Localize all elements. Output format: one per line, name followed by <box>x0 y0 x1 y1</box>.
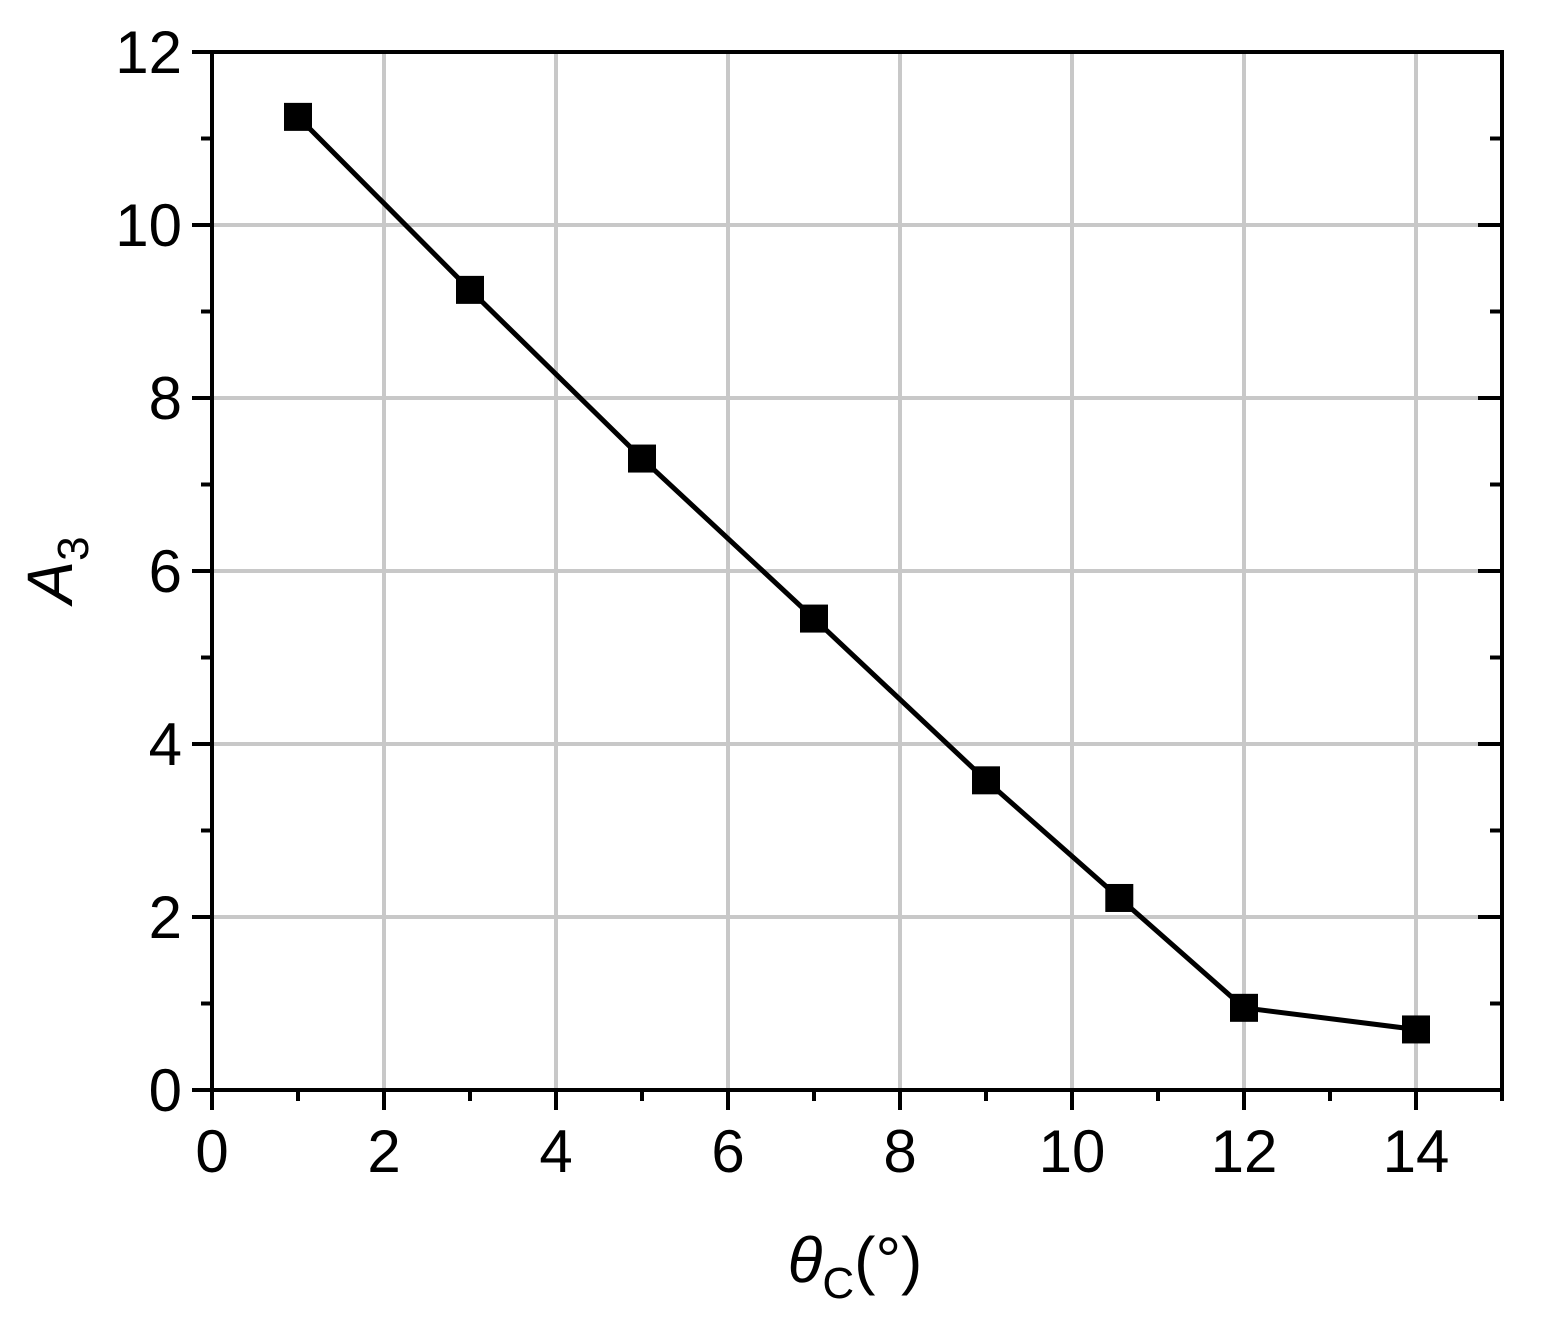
y-axis-title-sub: 3 <box>49 536 98 560</box>
data-point-3 <box>800 604 828 633</box>
x-tick-label-14: 14 <box>1383 1118 1450 1185</box>
y-tick-label-10: 10 <box>115 192 182 259</box>
axes <box>192 50 1504 1110</box>
y-tick-label-6: 6 <box>149 538 182 605</box>
x-axis-title-unit: (°) <box>854 1224 922 1296</box>
x-tick-label-6: 6 <box>711 1118 744 1185</box>
y-tick-label-4: 4 <box>149 711 182 778</box>
x-axis-title-sub: C <box>822 1259 854 1308</box>
x-tick-label-10: 10 <box>1039 1118 1106 1185</box>
y-tick-label-2: 2 <box>149 884 182 951</box>
data-point-4 <box>972 766 1000 795</box>
data-point-7 <box>1402 1015 1430 1044</box>
y-tick-label-12: 12 <box>115 19 182 86</box>
data-point-5 <box>1105 883 1134 912</box>
data-point-0 <box>284 102 312 131</box>
tick-labels: 0 2 4 6 8 10 12 14 0 2 4 6 8 10 12 <box>115 19 1449 1185</box>
x-tick-label-2: 2 <box>367 1118 400 1185</box>
data-point-6 <box>1230 993 1258 1022</box>
x-tick-label-12: 12 <box>1211 1118 1278 1185</box>
grid-lines <box>212 52 1502 1090</box>
data-point-1 <box>456 275 484 304</box>
x-tick-label-4: 4 <box>539 1118 572 1185</box>
x-tick-label-8: 8 <box>883 1118 916 1185</box>
y-tick-label-8: 8 <box>149 365 182 432</box>
y-axis-title: A3 <box>14 536 98 607</box>
x-axis-title-main: θ <box>788 1224 823 1296</box>
x-axis-title: θC(°) <box>788 1224 923 1308</box>
x-tick-label-0: 0 <box>195 1118 228 1185</box>
y-tick-label-0: 0 <box>149 1057 182 1124</box>
series-line-0 <box>296 115 1417 1032</box>
y-axis-title-main: A <box>14 561 86 608</box>
data-point-2 <box>628 444 656 473</box>
data-series <box>284 102 1430 1044</box>
